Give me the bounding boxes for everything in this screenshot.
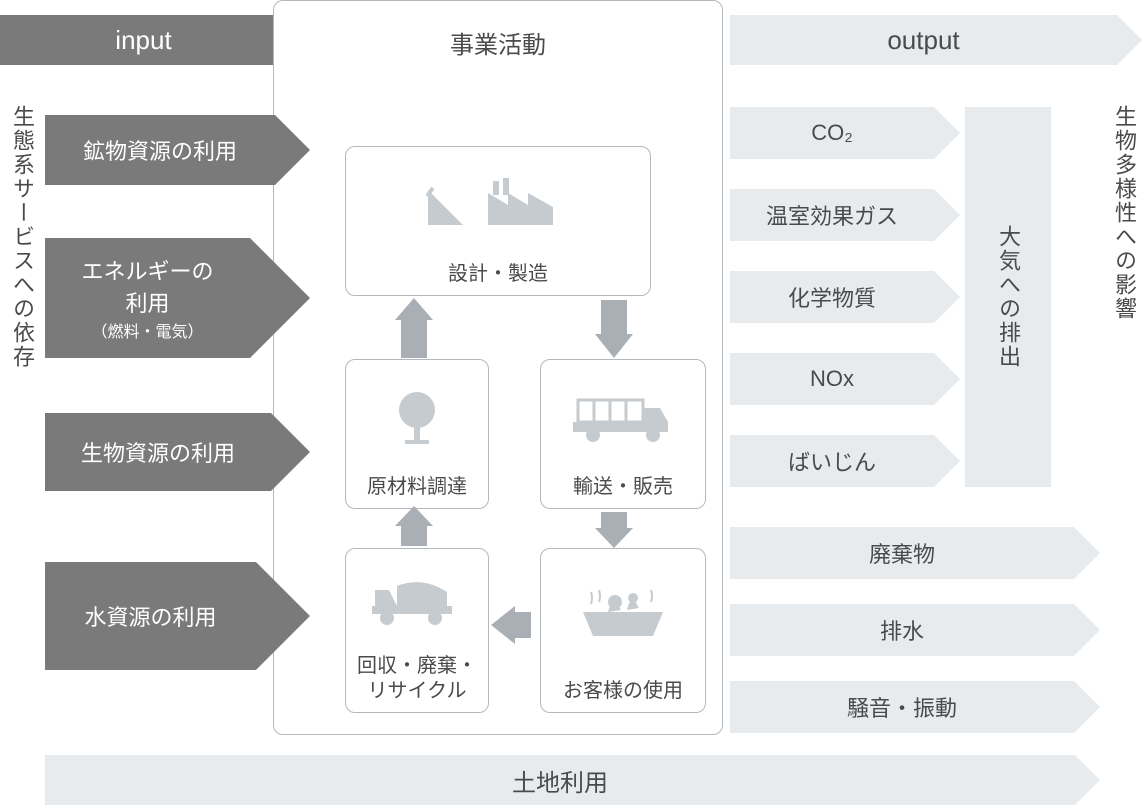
banner-label: 廃棄物 xyxy=(869,537,935,569)
banner-label: 水資源の利用 xyxy=(84,600,216,632)
banner-label: ばいじん xyxy=(788,445,876,477)
land-use-banner: 土地利用 xyxy=(45,755,1100,805)
process-design: 設計・製造 xyxy=(345,146,651,296)
process-material: 原材料調達 xyxy=(345,359,489,509)
process-design-label: 設計・製造 xyxy=(448,262,548,287)
output-small-2: 化学物質 xyxy=(730,271,960,323)
banner-label: 利用 xyxy=(81,286,213,318)
process-transport: 輸送・販売 xyxy=(540,359,706,509)
process-use: お客様の使用 xyxy=(540,548,706,713)
process-transport-label: 輸送・販売 xyxy=(573,475,673,500)
process-use-label: お客様の使用 xyxy=(563,679,683,704)
banner-label: 化学物質 xyxy=(788,281,876,313)
banner-label: 排水 xyxy=(880,614,924,646)
input-label: input xyxy=(115,25,171,56)
dump-truck-icon xyxy=(367,549,467,654)
left-side-label: 生態系サービスへの依存 xyxy=(6,105,38,369)
input-item-0: 鉱物資源の利用 xyxy=(45,115,310,185)
tree-icon xyxy=(387,360,447,475)
banner-label: 鉱物資源の利用 xyxy=(83,134,237,166)
input-item-2: 生物資源の利用 xyxy=(45,413,310,491)
banner-label: 騒音・振動 xyxy=(847,691,957,723)
land-use-label: 土地利用 xyxy=(512,763,608,798)
output-small-1: 温室効果ガス xyxy=(730,189,960,241)
banner-label: 生物資源の利用 xyxy=(81,436,235,468)
banner-label: エネルギーの xyxy=(81,254,213,286)
right-side-label: 生物多様性への影響 xyxy=(1108,105,1140,321)
process-material-label: 原材料調達 xyxy=(367,475,467,500)
output-label: output xyxy=(887,25,959,56)
input-header-banner: input xyxy=(0,15,312,65)
output-header-banner: output xyxy=(730,15,1142,65)
output-wide-1: 排水 xyxy=(730,604,1100,656)
banner-sublabel: （燃料・電気） xyxy=(81,318,213,342)
output-wide-0: 廃棄物 xyxy=(730,527,1100,579)
banner-label: 温室効果ガス xyxy=(766,199,898,231)
banner-label: NOx xyxy=(810,366,854,392)
input-item-1: エネルギーの利用（燃料・電気） xyxy=(45,238,310,358)
truck-icon xyxy=(568,360,678,475)
activity-title: 事業活動 xyxy=(274,25,722,60)
bath-icon xyxy=(573,549,673,679)
atmosphere-label: 大気への排出 xyxy=(992,225,1024,369)
banner-label: CO₂ xyxy=(811,120,853,146)
atmosphere-emission-box: 大気への排出 xyxy=(965,107,1051,487)
output-small-3: NOx xyxy=(730,353,960,405)
design-factory-icon xyxy=(423,147,573,262)
process-recycle-label: 回収・廃棄・リサイクル xyxy=(357,654,477,704)
output-small-0: CO₂ xyxy=(730,107,960,159)
process-recycle: 回収・廃棄・リサイクル xyxy=(345,548,489,713)
output-wide-2: 騒音・振動 xyxy=(730,681,1100,733)
output-small-4: ばいじん xyxy=(730,435,960,487)
input-item-3: 水資源の利用 xyxy=(45,562,310,670)
